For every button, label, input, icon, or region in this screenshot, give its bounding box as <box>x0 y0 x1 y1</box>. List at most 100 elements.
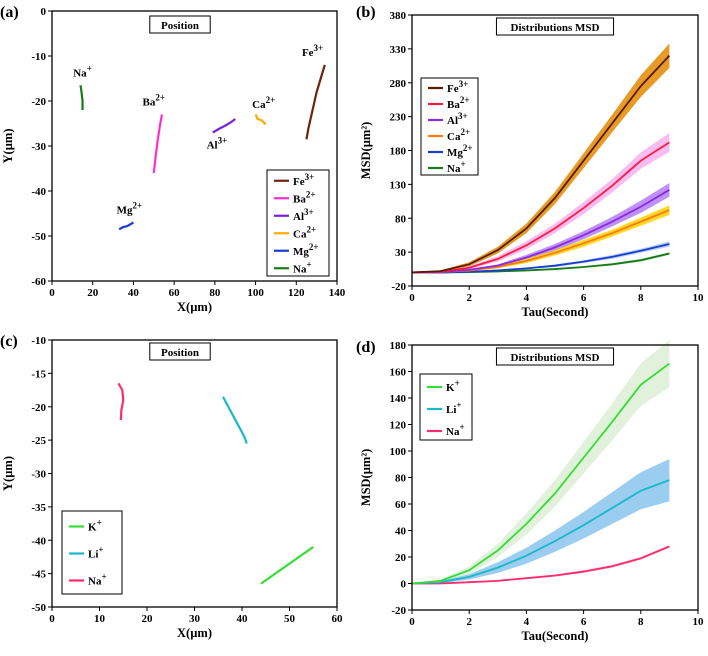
legend-charge: 2+ <box>460 127 470 137</box>
legend-item-na: Na+ <box>69 572 107 588</box>
x-tick-label: 100 <box>247 287 264 299</box>
x-axis-label: Tau(Second) <box>522 629 589 643</box>
legend-charge: + <box>460 159 465 169</box>
legend-ion: Li <box>88 549 98 561</box>
y-tick-label: 380 <box>390 10 407 22</box>
x-tick-label: 140 <box>329 287 346 299</box>
trajectory-mg <box>118 221 134 231</box>
annotation-label: Na+ <box>73 63 92 79</box>
legend-charge: + <box>306 259 311 269</box>
title-box <box>495 347 615 366</box>
x-tick-label: 20 <box>142 613 154 625</box>
legend-box <box>266 169 330 277</box>
legend-item-li: Li+ <box>427 400 462 416</box>
chart-title: Distributions MSD <box>511 22 600 34</box>
y-axis-label: MSD(µm²) <box>359 122 373 179</box>
legend-item-ba: Ba2+ <box>428 95 469 111</box>
legend-label: Al3+ <box>447 111 468 127</box>
legend-charge: 3+ <box>305 172 315 182</box>
legend-label: Fe3+ <box>293 172 314 188</box>
annotation-label: Al3+ <box>207 135 228 151</box>
y-tick-label: 0 <box>41 6 47 18</box>
legend: Fe3+Ba2+Al3+Ca2+Mg2+Na+ <box>266 169 330 277</box>
x-tick-label: 30 <box>189 613 201 625</box>
legend-label: Na+ <box>293 259 312 275</box>
title-box <box>149 342 211 361</box>
legend-label: Ba2+ <box>293 189 315 205</box>
error-band-k <box>412 339 670 584</box>
legend-item-ca: Ca2+ <box>274 224 316 240</box>
panel-d: (d)0 2 4 6 8 10-20020406080100120140160180Tau… <box>356 339 704 643</box>
legend-ion: Ba <box>293 193 306 205</box>
y-tick-label: -30 <box>31 141 46 153</box>
y-tick-label: 80 <box>395 473 407 485</box>
x-axis-label: X(µm) <box>177 300 212 314</box>
msd-line-li <box>411 479 670 585</box>
x-tick-label: 10 <box>693 616 705 628</box>
legend-ion: K <box>446 382 455 394</box>
legend-charge: + <box>97 518 102 528</box>
x-tick-label: 0 <box>49 287 55 299</box>
legend-box <box>420 77 479 176</box>
legend-charge: 2+ <box>306 189 316 199</box>
y-tick-label: -20 <box>391 281 406 293</box>
y-tick-label: 20 <box>395 552 407 564</box>
x-tick-label: 120 <box>288 287 305 299</box>
y-tick-label: -25 <box>31 435 46 447</box>
y-tick-label: 180 <box>390 146 407 158</box>
annotation-charge: 2+ <box>266 95 276 105</box>
annotation-charge: 2+ <box>132 201 142 211</box>
legend-ion: Ca <box>447 131 461 143</box>
legend-charge: + <box>456 400 461 410</box>
y-tick-label: -10 <box>31 51 46 63</box>
annotation-label: Mg2+ <box>117 201 143 217</box>
y-axis-label: Y(µm) <box>1 456 15 491</box>
legend-label: Na+ <box>447 159 466 175</box>
y-tick-label: -45 <box>31 569 46 581</box>
x-axis-label: X(µm) <box>177 626 212 640</box>
legend-label: Al3+ <box>293 207 314 223</box>
panel-label: (c) <box>0 333 18 350</box>
y-tick-label: 160 <box>390 367 407 379</box>
legend-ion: Al <box>293 211 304 223</box>
y-tick-label: -30 <box>31 469 46 481</box>
trajectory-ba <box>152 114 164 174</box>
annotation-ion: Ca <box>252 99 266 111</box>
y-tick-label: 130 <box>390 179 407 191</box>
y-tick-label: -35 <box>31 502 46 514</box>
annotation-label: Ca2+ <box>252 95 275 111</box>
legend-label: Ba2+ <box>447 95 469 111</box>
y-tick-label: -20 <box>391 605 406 617</box>
y-tick-label: 30 <box>395 247 407 259</box>
legend-item-ca: Ca2+ <box>428 127 470 143</box>
legend-ion: Fe <box>447 83 459 95</box>
x-tick-label: 0 <box>49 613 55 625</box>
msd-line-ba <box>411 141 670 274</box>
panel-c: (c) 0 10 20 30 40 50 60 -10 -15 -20 -25 -30 -35 -40 -45… <box>0 333 343 640</box>
x-tick-label: 8 <box>638 616 644 628</box>
trajectory-fe <box>305 64 326 140</box>
y-tick-label: -20 <box>31 96 46 108</box>
legend-ion: Na <box>88 576 102 588</box>
x-tick-label: 60 <box>169 287 181 299</box>
legend-charge: 3+ <box>459 79 469 89</box>
legend-ion: Mg <box>293 246 309 258</box>
y-tick-label: -15 <box>31 368 46 380</box>
x-tick-label: 8 <box>638 292 644 304</box>
legend-charge: 2+ <box>460 95 470 105</box>
legend-label: Fe3+ <box>447 79 468 95</box>
x-tick-label: 2 <box>466 292 472 304</box>
legend-ion: Na <box>447 163 461 175</box>
legend-ion: Mg <box>447 147 463 159</box>
legend-label: Ca2+ <box>447 127 470 143</box>
chart-title: Position <box>161 20 199 32</box>
annotation-charge: 3+ <box>314 43 324 53</box>
title-box <box>495 17 615 36</box>
legend-item-ba: Ba2+ <box>274 189 315 205</box>
y-tick-label: 140 <box>390 393 407 405</box>
y-tick-label: 80 <box>395 213 407 225</box>
legend-ion: Fe <box>293 176 305 188</box>
x-tick-label: 10 <box>94 613 106 625</box>
legend-charge: 3+ <box>304 207 314 217</box>
